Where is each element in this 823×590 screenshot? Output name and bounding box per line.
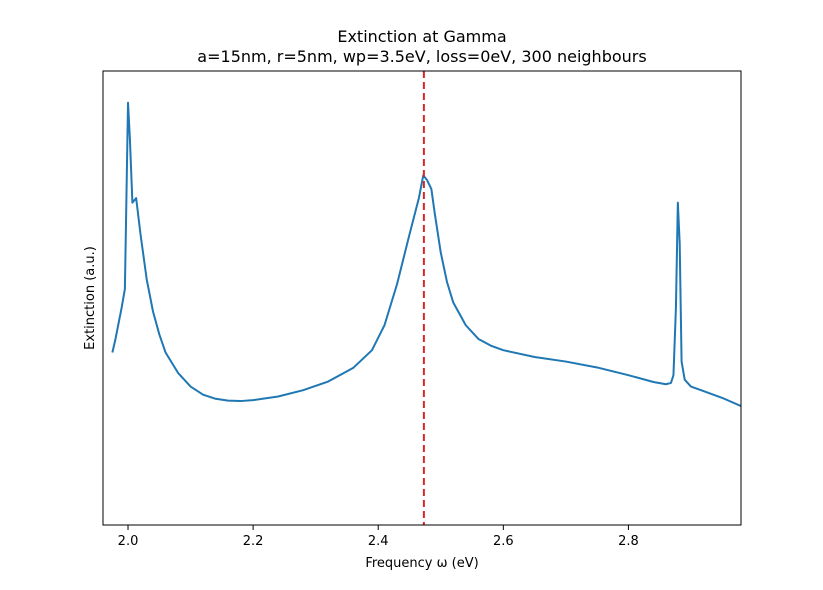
x-tick-label: 2.0 — [118, 534, 139, 549]
series-layer — [111, 101, 741, 407]
x-tick-label: 2.4 — [368, 534, 389, 549]
chart-title: Extinction at Gamma — [337, 27, 506, 46]
axes-frame — [102, 70, 742, 526]
y-axis-label: Extinction (a.u.) — [83, 246, 98, 350]
plot-area: 2.0 2.2 2.4 2.6 2.8 — [102, 70, 742, 549]
x-tick-label: 2.6 — [493, 534, 514, 549]
extinction-series-line — [111, 101, 741, 407]
x-axis-ticks: 2.0 2.2 2.4 2.6 2.8 — [118, 525, 639, 549]
x-axis-label: Frequency ω (eV) — [365, 556, 478, 571]
x-tick-label: 2.2 — [243, 534, 264, 549]
chart-subtitle: a=15nm, r=5nm, wp=3.5eV, loss=0eV, 300 n… — [197, 47, 646, 66]
x-tick-label: 2.8 — [618, 534, 639, 549]
